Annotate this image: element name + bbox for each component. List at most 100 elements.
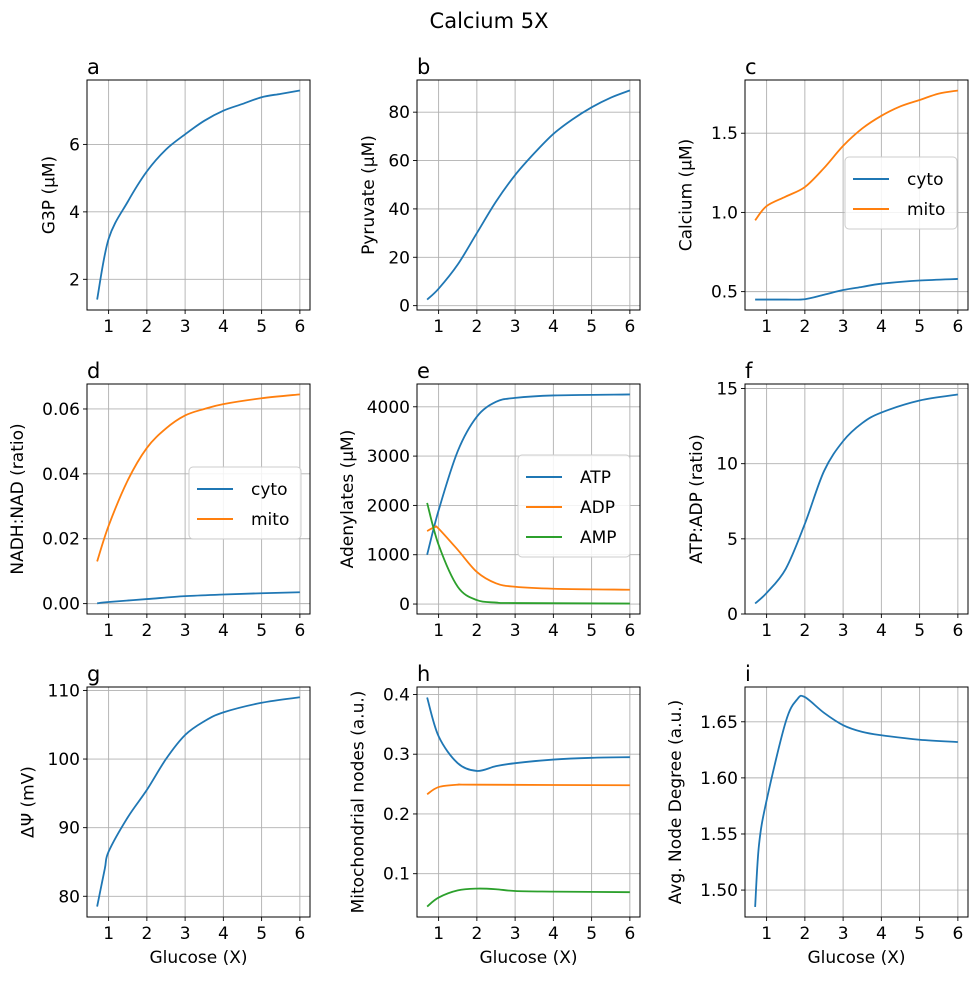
x-tick-label: 5	[914, 317, 925, 337]
y-tick-label: 0.2	[383, 805, 410, 825]
x-tick-label: 3	[510, 621, 521, 641]
y-tick-label: 20	[388, 248, 410, 268]
y-tick-label: 0.3	[383, 745, 410, 765]
x-tick-label: 1	[433, 621, 444, 641]
x-tick-label: 1	[761, 621, 772, 641]
x-tick-label: 3	[510, 317, 521, 337]
x-tick-label: 2	[141, 924, 152, 944]
x-tick-label: 5	[256, 924, 267, 944]
series-line-blue	[754, 393, 959, 605]
x-tick-label: 2	[141, 317, 152, 337]
y-tick-label: 1.55	[700, 825, 738, 845]
legend-box	[517, 454, 631, 558]
series-line-ADP	[426, 525, 630, 591]
x-tick-label: 4	[548, 317, 559, 337]
x-tick-label: 3	[180, 317, 191, 337]
panel-letter: a	[87, 55, 100, 79]
series-line-orange	[426, 783, 630, 795]
x-tick-label: 3	[838, 924, 849, 944]
y-axis-label: NADH:NAD (ratio)	[8, 423, 28, 574]
x-tick-label: 5	[586, 924, 597, 944]
axes-frame	[416, 686, 641, 918]
x-tick-label: 3	[180, 924, 191, 944]
y-tick-label: 0.00	[42, 595, 80, 615]
x-tick-label: 3	[838, 621, 849, 641]
panel-f: 1 2 3 4 5 6 0 5 10 15 f ATP:ADP (ratio)	[687, 359, 969, 641]
x-tick-label: 1	[103, 317, 114, 337]
y-tick-label: 3000	[367, 447, 410, 467]
x-tick-label: 6	[624, 621, 635, 641]
axes-frame	[86, 686, 311, 918]
legend-label: ATP	[580, 468, 611, 488]
y-tick-label: 0	[727, 605, 738, 625]
y-axis-label: ATP:ADP (ratio)	[687, 434, 707, 564]
axes-frame	[744, 79, 969, 311]
panel-h: 1 2 3 4 5 6 0.1 0.2 0.3 0.4 h Mitochondrial nodes (…	[349, 662, 641, 968]
panel-i: 1 2 3 4 5 6 1.50 1.55 1.60 1.65 i Avg. Node Degree …	[666, 662, 969, 968]
x-tick-label: 6	[624, 317, 635, 337]
x-tick-label: 1	[103, 924, 114, 944]
y-tick-label: 6	[69, 135, 80, 155]
legend-label: mito	[907, 200, 945, 220]
y-tick-label: 80	[58, 887, 80, 907]
y-tick-label: 2	[69, 270, 80, 290]
y-tick-label: 1.5	[711, 124, 738, 144]
legend: cyto mito	[844, 156, 958, 230]
y-tick-label: 60	[388, 152, 410, 172]
panel-letter: e	[417, 359, 430, 383]
figure-title: Calcium 5X	[430, 9, 549, 33]
y-tick-label: 0	[399, 595, 410, 615]
axes-frame	[744, 686, 969, 918]
y-tick-label: 1.60	[700, 769, 738, 789]
panel-e: 1 2 3 4 5 6 0 1000 2000 3000 4000 e Adenylates (µM) A…	[338, 359, 641, 641]
legend: ATP ADP AMP	[517, 454, 631, 558]
y-tick-label: 40	[388, 200, 410, 220]
x-tick-label: 2	[471, 621, 482, 641]
x-axis-label: Glucose (X)	[479, 948, 577, 968]
series-line-blue	[426, 89, 631, 301]
panel-letter: d	[87, 359, 100, 383]
y-tick-label: 5	[727, 530, 738, 550]
series-line-blue	[96, 89, 301, 300]
y-axis-label: Adenylates (µM)	[338, 430, 358, 569]
y-tick-label: 0.4	[383, 685, 410, 705]
y-tick-label: 80	[388, 103, 410, 123]
y-tick-label: 0.02	[42, 530, 80, 550]
legend-box	[844, 156, 958, 230]
x-tick-label: 4	[876, 621, 887, 641]
x-tick-label: 4	[876, 924, 887, 944]
series-line-mito	[754, 89, 959, 221]
x-tick-label: 4	[548, 621, 559, 641]
legend-label: AMP	[580, 528, 617, 548]
y-tick-label: 10	[716, 455, 738, 475]
panel-letter: b	[417, 55, 430, 79]
x-tick-label: 1	[103, 621, 114, 641]
legend-label: ADP	[580, 498, 615, 518]
x-tick-label: 2	[799, 924, 810, 944]
x-axis-label: Glucose (X)	[149, 948, 247, 968]
x-tick-label: 1	[761, 924, 772, 944]
y-tick-label: 4000	[367, 398, 410, 418]
y-tick-label: 0	[399, 297, 410, 317]
x-tick-label: 6	[952, 317, 963, 337]
x-tick-label: 1	[433, 924, 444, 944]
axes-frame	[416, 383, 641, 615]
x-tick-label: 4	[218, 924, 229, 944]
x-tick-label: 6	[294, 924, 305, 944]
x-tick-label: 6	[624, 924, 635, 944]
x-tick-label: 5	[914, 621, 925, 641]
panel-letter: g	[87, 662, 100, 686]
y-tick-label: 1.65	[700, 713, 738, 733]
y-axis-label: G3P (µM)	[40, 156, 60, 234]
x-tick-label: 4	[548, 924, 559, 944]
x-tick-label: 6	[952, 621, 963, 641]
axes-frame	[744, 383, 969, 615]
series-line-mito	[96, 393, 300, 562]
panel-g: 1 2 3 4 5 6 80 90 100 110 g ΔΨ (mV) Glucose (X)	[19, 662, 311, 968]
panel-letter: i	[745, 662, 751, 686]
y-tick-label: 0.5	[711, 283, 738, 303]
x-tick-label: 5	[256, 621, 267, 641]
x-tick-label: 5	[256, 317, 267, 337]
